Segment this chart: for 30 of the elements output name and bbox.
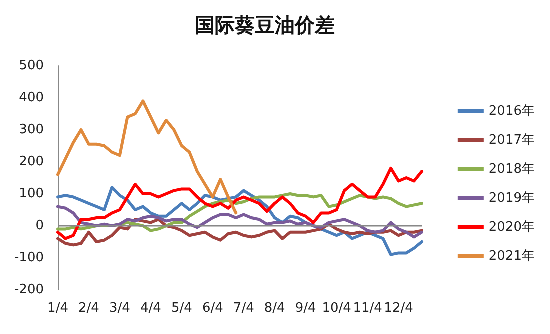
legend-label: 2021年: [488, 249, 536, 264]
x-tick-label: 7/4: [233, 301, 254, 316]
line-series: [56, 205, 424, 239]
x-tick-label: 12/4: [384, 301, 414, 316]
line-series: [56, 100, 238, 215]
x-tick-label: 4/4: [140, 301, 162, 316]
x-tick-label: 6/4: [202, 301, 224, 316]
legend-label: 2017年: [488, 133, 536, 148]
y-tick-label: 500: [19, 58, 44, 74]
x-tick-label: 1/4: [48, 301, 68, 316]
x-tick-label: 5/4: [171, 301, 192, 316]
y-tick-label: 200: [19, 154, 44, 170]
x-tick-label: 11/4: [353, 301, 382, 316]
x-tick-label: 2/4: [78, 301, 100, 316]
line-series: [56, 166, 424, 240]
y-tick-label: 300: [19, 122, 44, 138]
y-tick-label: 100: [19, 186, 44, 202]
x-tick-label: 9/4: [295, 301, 316, 316]
legend-label: 2016年: [488, 104, 536, 119]
y-tick-label: 0: [36, 218, 44, 234]
y-tick-label: 400: [19, 90, 44, 106]
legend-label: 2020年: [488, 220, 536, 235]
y-tick-label: -100: [14, 250, 44, 266]
legend-label: 2018年: [488, 162, 536, 177]
x-tick-label: 8/4: [264, 301, 286, 316]
chart-title: 国际葵豆油价差: [195, 13, 335, 37]
legend-label: 2019年: [488, 191, 536, 206]
x-tick-label: 3/4: [109, 301, 130, 316]
x-tick-label: 10/4: [322, 301, 352, 316]
y-tick-label: -200: [14, 282, 44, 298]
